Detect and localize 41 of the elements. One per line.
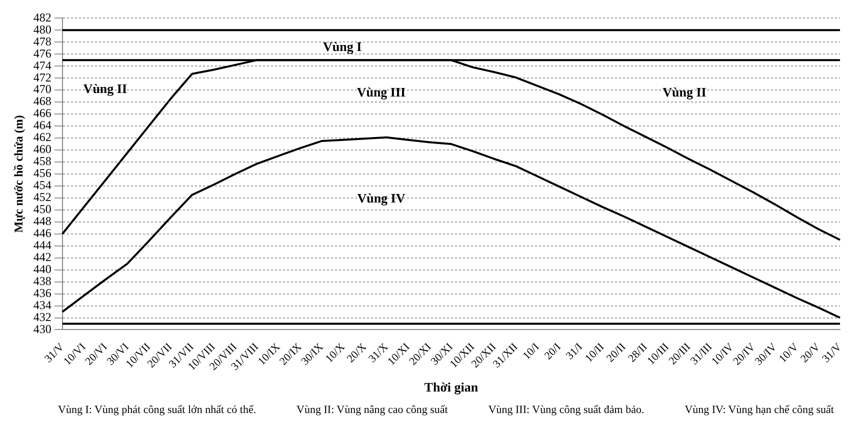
- y-tick-label: 450: [33, 202, 52, 216]
- y-tick-label: 464: [33, 118, 52, 132]
- y-tick-label: 454: [33, 178, 52, 192]
- annotation: Vùng III: [356, 84, 406, 100]
- y-tick-label: 444: [33, 238, 52, 252]
- annotation: Vùng II: [83, 81, 128, 96]
- y-tick-label: 438: [33, 274, 52, 288]
- y-axis-title: Mực nước hồ chứa (m): [11, 115, 26, 233]
- y-tick-label: 476: [33, 46, 52, 60]
- y-tick-label: 436: [33, 286, 52, 300]
- annotation: Vùng II: [662, 84, 706, 100]
- x-axis-title: Thời gian: [424, 380, 479, 395]
- y-tick-label: 446: [33, 226, 52, 240]
- y-tick-label: 456: [33, 166, 52, 180]
- x-tick-label: 31/I: [564, 340, 586, 362]
- x-tick-label: 20/I: [542, 340, 564, 362]
- text: Vùng II: Vùng nâng cao công suất: [296, 404, 448, 416]
- y-tick-label: 440: [33, 262, 52, 276]
- text: Vùng III: Vùng công suất đảm bảo.: [488, 404, 644, 416]
- x-tick-label: 10/I: [520, 340, 542, 362]
- y-tick-label: 482: [33, 10, 52, 24]
- annotation: Vùng IV: [357, 190, 406, 206]
- text: Vùng I: Vùng phát công suất lớn nhất có thể.: [58, 404, 256, 416]
- y-tick-label: 478: [33, 34, 52, 48]
- y-tick-label: 434: [33, 298, 52, 312]
- y-tick-label: 448: [33, 214, 52, 228]
- y-tick-label: 458: [33, 154, 52, 168]
- y-tick-label: 466: [33, 106, 52, 120]
- y-tick-label: 430: [33, 322, 52, 336]
- y-tick-label: 480: [33, 22, 52, 36]
- y-tick-label: 462: [33, 130, 52, 144]
- y-tick-label: 442: [33, 250, 52, 264]
- y-tick-label: 474: [33, 58, 52, 72]
- y-tick-label: 468: [33, 94, 52, 108]
- y-tick-label: 472: [33, 70, 52, 84]
- y-tick-label: 452: [33, 190, 52, 204]
- text: Vùng IV: Vùng hạn chế công suất: [684, 404, 834, 416]
- y-tick-label: 470: [33, 82, 52, 96]
- y-tick-label: 432: [33, 310, 52, 324]
- y-tick-label: 460: [33, 142, 52, 156]
- annotation: Vùng I: [323, 39, 362, 54]
